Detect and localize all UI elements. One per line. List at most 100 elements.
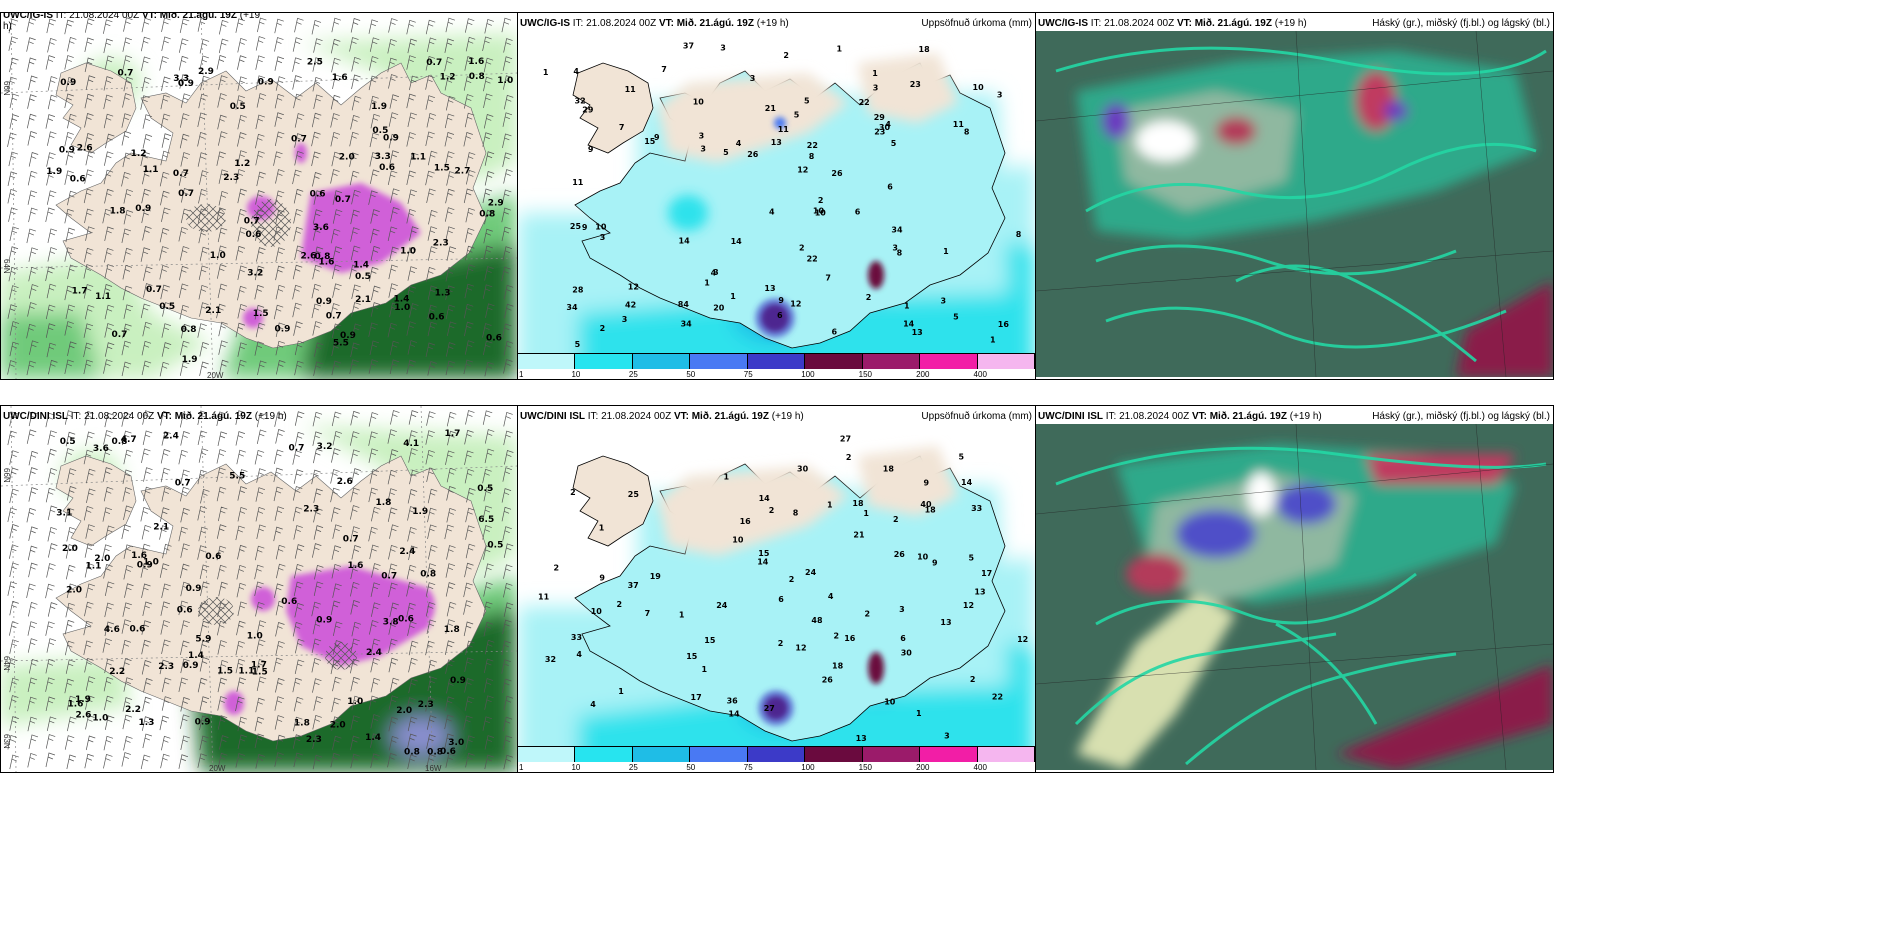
value-label: 0.9 <box>186 584 202 594</box>
value-label: 2 <box>866 293 872 302</box>
wind-barb <box>483 678 494 693</box>
wind-barb <box>83 342 93 358</box>
value-label: 2 <box>970 675 976 684</box>
value-label: 14 <box>757 558 769 567</box>
wind-barb <box>389 340 400 356</box>
wind-barb <box>501 226 512 242</box>
wind-barb <box>387 429 397 444</box>
value-label: 10 <box>732 536 744 545</box>
wind-barb <box>28 467 38 482</box>
value-label: 29 <box>874 113 886 122</box>
wind-barb <box>503 359 513 374</box>
value-label: 2 <box>617 600 623 609</box>
value-label: 3.3 <box>173 74 189 84</box>
wind-barb <box>28 450 39 466</box>
wind-barb <box>331 563 342 579</box>
wind-barb <box>217 245 227 261</box>
wind-barb <box>482 188 493 204</box>
wind-barb <box>389 94 400 109</box>
value-label: 11 <box>778 125 790 134</box>
wind-barb <box>292 169 302 185</box>
wind-barb <box>368 412 379 427</box>
wind-barb <box>274 752 284 767</box>
wind-barb <box>9 450 19 465</box>
value-label: 0.7 <box>289 443 305 453</box>
value-label: 13 <box>771 138 782 147</box>
wind-barb <box>331 716 341 731</box>
wind-barb <box>7 581 17 596</box>
wind-barb <box>29 340 39 355</box>
wind-barb <box>466 487 476 503</box>
value-label: 5 <box>969 554 975 563</box>
wind-barb <box>45 658 55 674</box>
wind-barb <box>484 639 495 655</box>
value-label: 3 <box>892 243 898 252</box>
wind-barb <box>122 658 132 673</box>
wind-barb <box>122 93 132 108</box>
wind-barb <box>351 545 361 560</box>
wind-barb <box>483 621 494 637</box>
wind-barb <box>197 323 207 338</box>
wind-barb <box>332 283 342 298</box>
value-label: 16 <box>740 517 752 526</box>
value-label: 24 <box>716 601 728 610</box>
wind-barb <box>368 448 379 463</box>
colorbar-swatch <box>575 353 633 369</box>
wind-barb <box>388 716 398 732</box>
colorbar-label: 1 <box>519 763 524 772</box>
wind-barb <box>331 323 342 339</box>
wind-barb <box>178 171 189 186</box>
wind-barb <box>160 620 170 635</box>
value-label: 23 <box>874 128 885 137</box>
value-label: 10 <box>591 607 603 616</box>
wind-barb <box>178 677 188 692</box>
wind-barb <box>274 112 284 127</box>
wind-barb <box>141 660 152 675</box>
wind-barb <box>368 431 378 446</box>
wind-barb <box>388 449 399 464</box>
value-label: 1 <box>904 301 910 310</box>
wind-barb <box>64 131 74 147</box>
value-label: 1.9 <box>46 167 62 177</box>
value-label: 3 <box>600 233 606 242</box>
wind-barb <box>407 489 418 504</box>
wind-barb <box>388 638 398 654</box>
wind-barb <box>425 582 436 597</box>
wind-barb <box>370 245 381 261</box>
wind-barb <box>27 131 37 146</box>
value-label: 3 <box>720 43 726 52</box>
wind-barb <box>312 543 322 558</box>
wind-barb <box>425 55 436 71</box>
wind-barb <box>85 150 95 166</box>
wind-barb <box>27 170 38 186</box>
wind-barb <box>427 544 438 560</box>
wind-barb <box>180 543 190 558</box>
value-label: 2 <box>778 639 784 648</box>
wind-barb <box>502 246 513 261</box>
wind-barb <box>503 411 513 427</box>
wind-barb <box>311 20 322 35</box>
wind-barb <box>275 209 285 225</box>
value-label: 33 <box>971 504 982 513</box>
wind-barb <box>330 228 341 244</box>
value-label: 24 <box>805 568 817 577</box>
value-label: 23 <box>910 80 921 89</box>
wind-barb <box>178 283 189 299</box>
value-label: 1.9 <box>75 695 91 705</box>
wind-barb <box>161 133 172 148</box>
wind-barb <box>161 431 172 446</box>
wind-barb <box>141 716 152 731</box>
value-label: 1.7 <box>251 661 267 671</box>
wind-barb <box>217 93 227 108</box>
wind-barb <box>292 622 303 637</box>
wind-barb <box>237 716 247 732</box>
wind-barb <box>237 132 247 147</box>
wind-barb <box>27 696 37 712</box>
value-label: 3 <box>700 145 706 154</box>
value-label: 1 <box>724 473 730 482</box>
wind-barb <box>273 151 283 166</box>
value-label: 0.8 <box>427 747 443 757</box>
wind-barb <box>180 714 190 729</box>
wind-barb <box>482 545 493 560</box>
wind-barb <box>7 171 18 186</box>
